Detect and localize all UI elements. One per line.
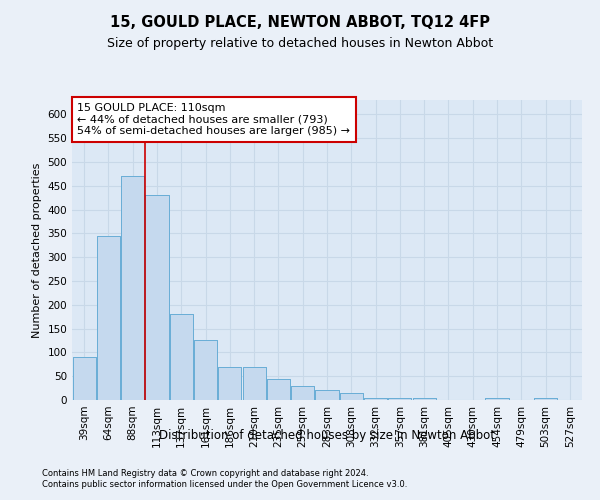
Bar [194, 340, 217, 400]
Bar [534, 398, 557, 400]
Bar [170, 314, 193, 400]
Bar [316, 390, 338, 400]
Bar [267, 378, 290, 400]
Bar [121, 176, 144, 400]
Bar [73, 357, 95, 400]
Text: 15, GOULD PLACE, NEWTON ABBOT, TQ12 4FP: 15, GOULD PLACE, NEWTON ABBOT, TQ12 4FP [110, 15, 490, 30]
Bar [194, 340, 217, 400]
Bar [145, 195, 169, 400]
Bar [485, 398, 509, 400]
Bar [534, 398, 557, 400]
Text: Contains HM Land Registry data © Crown copyright and database right 2024.: Contains HM Land Registry data © Crown c… [42, 468, 368, 477]
Bar [145, 195, 169, 400]
Text: Distribution of detached houses by size in Newton Abbot: Distribution of detached houses by size … [159, 428, 495, 442]
Bar [388, 398, 412, 400]
Bar [170, 314, 193, 400]
Bar [291, 386, 314, 400]
Text: Contains public sector information licensed under the Open Government Licence v3: Contains public sector information licen… [42, 480, 407, 489]
Bar [340, 393, 363, 400]
Bar [218, 366, 241, 400]
Bar [291, 386, 314, 400]
Text: 15 GOULD PLACE: 110sqm
← 44% of detached houses are smaller (793)
54% of semi-de: 15 GOULD PLACE: 110sqm ← 44% of detached… [77, 103, 350, 136]
Bar [242, 366, 266, 400]
Bar [340, 393, 363, 400]
Y-axis label: Number of detached properties: Number of detached properties [32, 162, 42, 338]
Bar [267, 378, 290, 400]
Bar [218, 366, 241, 400]
Bar [413, 398, 436, 400]
Bar [388, 398, 412, 400]
Bar [97, 236, 120, 400]
Bar [413, 398, 436, 400]
Text: Size of property relative to detached houses in Newton Abbot: Size of property relative to detached ho… [107, 38, 493, 51]
Bar [364, 398, 387, 400]
Bar [364, 398, 387, 400]
Bar [485, 398, 509, 400]
Bar [316, 390, 338, 400]
Bar [97, 236, 120, 400]
Bar [121, 176, 144, 400]
Bar [73, 357, 95, 400]
Bar [242, 366, 266, 400]
